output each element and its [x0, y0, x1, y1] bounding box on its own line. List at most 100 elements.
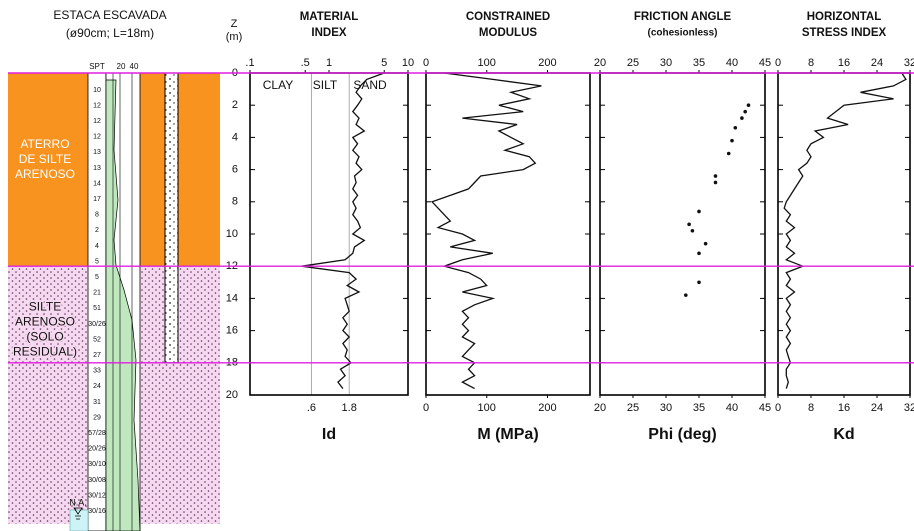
spt-value: 20/26 [88, 446, 106, 453]
data-point [733, 125, 738, 130]
y-tick-label: 8 [232, 196, 238, 208]
x-tick-label-top: 40 [726, 57, 738, 69]
data-point [743, 109, 747, 114]
layer-label: (SOLO [26, 330, 63, 344]
x-tick-label-bottom: 100 [478, 402, 496, 414]
x-tick-label-top: 24 [871, 57, 883, 69]
spt-value: 30/08 [88, 477, 106, 484]
data-point [740, 116, 744, 120]
layer-label: DE SILTE [19, 152, 71, 166]
spt-value: 13 [93, 149, 101, 156]
spt-value: 51 [93, 305, 101, 312]
data-point [684, 293, 688, 297]
y-tick-label: 4 [232, 131, 238, 143]
x-tick-label-top: 1 [326, 57, 332, 69]
y-axis-label: (m) [226, 31, 243, 43]
x-tick-label-top: 10 [402, 57, 414, 69]
x-tick-label-top: 35 [693, 57, 705, 69]
data-point [713, 180, 718, 185]
profile-line [301, 72, 385, 389]
spt-value: 2 [95, 227, 99, 234]
spt-value: 5 [95, 274, 99, 281]
x-axis-label: Id [322, 426, 336, 443]
x-tick-label-bottom: 24 [871, 402, 883, 414]
chart-title: HORIZONTAL [807, 11, 882, 23]
layer-label: ARENOSO [15, 167, 75, 181]
chart-title: INDEX [311, 27, 346, 39]
x-tick-label-top: 0 [775, 57, 781, 69]
spt-value: 12 [93, 134, 101, 141]
chart-title: MODULUS [479, 27, 537, 39]
spt-value: 30/16 [88, 508, 106, 515]
y-tick-label: 6 [232, 164, 238, 176]
spt-value: 4 [95, 243, 99, 250]
x-tick-label-bottom: 25 [627, 402, 639, 414]
data-point [713, 174, 718, 178]
x-tick-label-bottom: 8 [808, 402, 814, 414]
spt-value: 27 [93, 352, 101, 359]
spt-curve [105, 79, 141, 531]
x-tick-label-top: 45 [759, 57, 771, 69]
x-tick-label-top: 25 [627, 57, 639, 69]
spt-value: 21 [93, 290, 101, 297]
data-point [730, 138, 734, 143]
x-tick-label-top: 100 [478, 57, 496, 69]
plot-frame [599, 72, 766, 396]
x-tick-label-bottom: 32 [904, 402, 914, 414]
data-point [687, 222, 691, 227]
spt-value: 12 [93, 118, 101, 125]
spt-value: 52 [93, 336, 101, 343]
chart-title: CONSTRAINED [466, 11, 550, 23]
chart-title: (cohesionless) [647, 28, 717, 39]
data-point [697, 251, 701, 256]
spt-value: 13 [93, 165, 101, 172]
y-tick-label: 2 [232, 99, 238, 111]
spt-value: 17 [93, 196, 101, 203]
x-tick-label-top: 200 [538, 57, 556, 69]
data-point [697, 209, 701, 214]
boundaries [8, 72, 914, 364]
y-tick-label: 20 [226, 389, 238, 401]
data-point [726, 151, 731, 156]
spt-value: 14 [93, 180, 101, 187]
plot-frame [777, 72, 911, 396]
spt-value: 33 [93, 368, 101, 375]
x-tick-label-bottom: 45 [759, 402, 771, 414]
x-tick-label-bottom: 0 [775, 402, 781, 414]
zone-label: CLAY [263, 78, 293, 92]
x-axis-label: Kd [833, 426, 854, 443]
x-tick-label-bottom: .6 [307, 402, 316, 414]
x-tick-label-bottom: 1.8 [342, 402, 357, 414]
spt-value: 12 [93, 102, 101, 109]
profile-line [783, 72, 907, 389]
data-point [690, 228, 695, 233]
water [69, 509, 89, 531]
y-tick-label: 14 [226, 292, 238, 304]
x-tick-label-top: 16 [838, 57, 850, 69]
chart-title: MATERIAL [300, 11, 359, 23]
spt-value: 8 [95, 212, 99, 219]
x-tick-label-top: 32 [904, 57, 914, 69]
log-subtitle: (ø90cm; L=18m) [66, 26, 154, 40]
layer-label: ARENOSO [15, 315, 75, 329]
x-tick-label-bottom: 16 [838, 402, 850, 414]
x-tick-label-top: 20 [594, 57, 606, 69]
zone-label: SAND [353, 78, 387, 92]
spt-value: 57/28 [88, 430, 106, 437]
zone-label: SILT [313, 78, 338, 92]
water-label: N.A. [69, 497, 87, 507]
x-axis-label: M (MPa) [477, 426, 538, 443]
spt-value: 10 [93, 87, 101, 94]
x-tick-label-top: 30 [660, 57, 672, 69]
data-point [746, 103, 751, 107]
pile [164, 72, 179, 364]
x-tick-label-bottom: 30 [660, 402, 672, 414]
spt-header: SPT [89, 62, 105, 71]
chart-title: FRICTION ANGLE [634, 11, 732, 23]
profile-line [430, 72, 542, 390]
y-tick-label: 10 [226, 228, 238, 240]
spt-header: 20 [117, 62, 126, 71]
spt-value: 29 [93, 414, 101, 421]
